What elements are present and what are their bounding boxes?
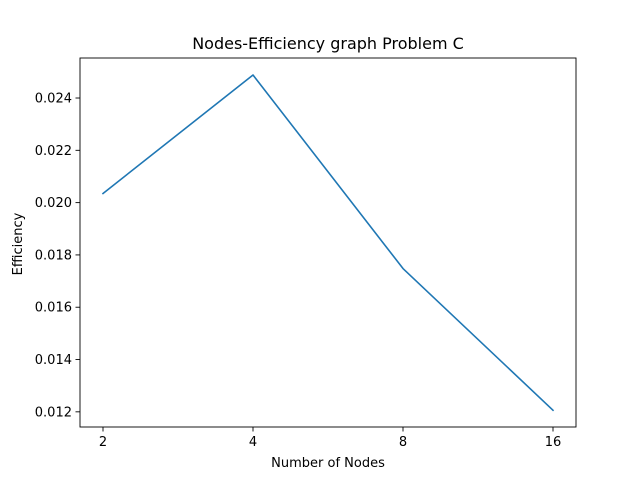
y-tick-label: 0.012: [35, 405, 72, 420]
chart-title: Nodes-Efficiency graph Problem C: [192, 34, 464, 53]
x-tick-label: 8: [399, 435, 407, 450]
y-tick-label: 0.022: [35, 144, 72, 159]
x-tick-label: 4: [249, 435, 257, 450]
y-tick-label: 0.018: [35, 248, 72, 263]
plot-frame: [79, 57, 577, 428]
x-axis-label: Number of Nodes: [271, 456, 385, 471]
plot-area: 2 4 8 16 0.012 0.014 0.016 0.018 0.020 0.022 0.024: [35, 57, 577, 450]
y-axis-label: Efficiency: [11, 212, 26, 275]
y-tick-label: 0.014: [35, 353, 72, 368]
y-tick-label: 0.020: [35, 196, 72, 211]
x-tick-label: 16: [545, 435, 562, 450]
x-tick-label: 2: [99, 435, 107, 450]
series-line-0: [101, 74, 555, 412]
y-tick-label: 0.016: [35, 301, 72, 316]
y-tick-label: 0.024: [35, 92, 72, 107]
